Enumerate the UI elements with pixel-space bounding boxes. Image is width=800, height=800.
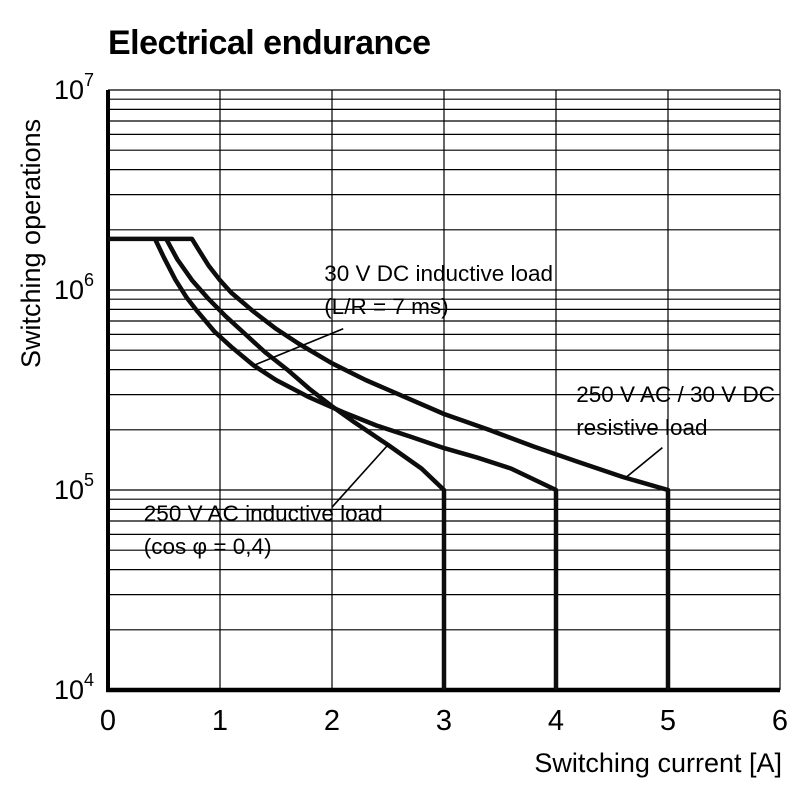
- chart-title: Electrical endurance: [108, 24, 431, 62]
- series-dc-inductive: [152, 237, 559, 690]
- x-tick-label: 0: [100, 705, 116, 737]
- leader-line: [253, 328, 344, 367]
- annotation-ac-inductive: 250 V AC inductive load (cos φ = 0,4): [144, 444, 389, 559]
- annotation-resistive: 250 V AC / 30 V DC resistive load: [576, 382, 775, 479]
- annotation-text: 250 V AC inductive load: [144, 501, 383, 526]
- annotation-text: resistive load: [576, 415, 707, 440]
- annotation-text: (cos φ = 0,4): [144, 534, 272, 559]
- y-tick-label: 105: [54, 470, 94, 505]
- x-tick-label: 2: [324, 705, 340, 737]
- annotation-text: 30 V DC inductive load: [324, 261, 553, 286]
- x-axis-label: Switching current [A]: [534, 748, 782, 778]
- x-tick-label: 6: [772, 705, 788, 737]
- leader-line: [624, 446, 663, 479]
- series-ac-inductive: [164, 237, 447, 690]
- x-tick-label: 3: [436, 705, 452, 737]
- x-tick-label: 5: [660, 705, 676, 737]
- x-tick-label: 1: [212, 705, 228, 737]
- annotation-text: (L/R = 7 ms): [324, 294, 448, 319]
- y-tick-label: 106: [54, 270, 94, 305]
- series-resistive: [108, 236, 671, 690]
- annotation-dc-inductive: 30 V DC inductive load (L/R = 7 ms): [253, 261, 553, 367]
- x-tick-label: 4: [548, 705, 564, 737]
- leader-line: [331, 444, 389, 508]
- y-tick-label: 107: [54, 70, 94, 105]
- annotation-text: 250 V AC / 30 V DC: [576, 382, 775, 407]
- y-tick-label: 104: [54, 670, 94, 705]
